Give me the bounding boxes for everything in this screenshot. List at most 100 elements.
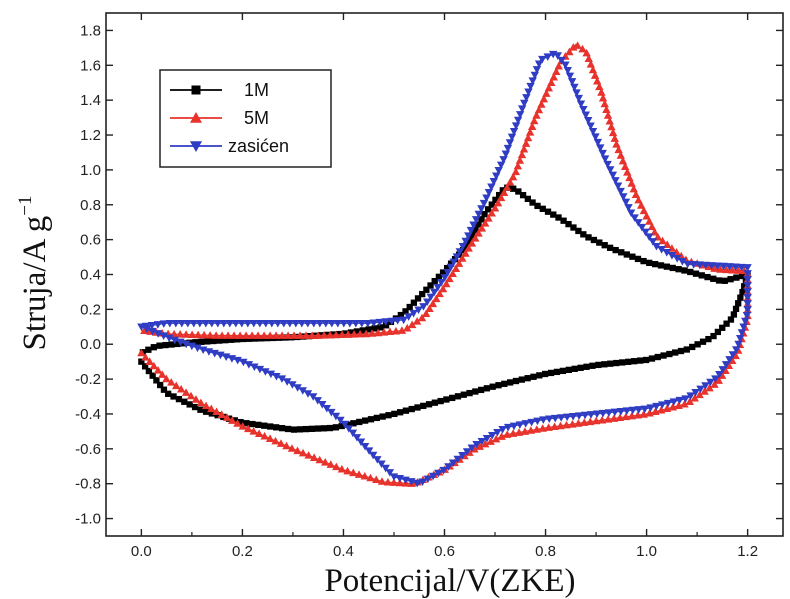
data-point (524, 195, 531, 203)
data-point (669, 264, 676, 272)
data-point (391, 326, 401, 335)
data-point (737, 263, 746, 272)
data-point (474, 229, 483, 237)
data-point (347, 329, 355, 336)
data-point (642, 211, 651, 220)
data-point (648, 355, 656, 362)
data-point (692, 270, 700, 277)
data-point (496, 161, 506, 170)
data-point (325, 330, 335, 339)
data-point (170, 336, 180, 345)
data-point (225, 319, 235, 328)
data-point (741, 283, 748, 290)
data-point (314, 425, 322, 432)
data-point (562, 420, 571, 429)
data-point (458, 254, 467, 262)
data-point (622, 407, 632, 415)
data-point (278, 425, 286, 432)
data-point (385, 412, 392, 419)
data-point (612, 246, 619, 254)
data-point (581, 111, 591, 120)
data-point (402, 407, 410, 414)
data-point (202, 408, 210, 415)
y-tick-labels: -1.0 -0.8 -0.6 -0.4 -0.2 0.0 0.2 0.4 0.6 0.8 1.0 1.… (75, 22, 101, 527)
data-point (723, 320, 730, 327)
data-point (271, 331, 281, 339)
data-point (431, 399, 438, 406)
data-point (412, 317, 422, 325)
data-point (430, 288, 439, 297)
data-point (575, 227, 582, 235)
data-point (705, 335, 712, 343)
data-point (646, 259, 653, 267)
data-point (432, 294, 441, 303)
data-point (600, 99, 609, 108)
legend-items: 1M 5M zasićen (170, 80, 289, 156)
data-point (309, 453, 319, 461)
data-point (483, 385, 491, 392)
data-point (571, 365, 578, 372)
data-point (582, 48, 591, 57)
data-point (580, 418, 589, 426)
data-point (686, 392, 695, 400)
data-point (327, 319, 337, 328)
data-point (360, 471, 369, 480)
data-point (177, 319, 187, 328)
data-point (337, 464, 347, 473)
data-point (509, 422, 519, 431)
data-point (534, 105, 544, 114)
data-point (482, 194, 491, 203)
data-point (616, 408, 626, 416)
data-point (165, 390, 172, 397)
data-point (515, 156, 525, 164)
data-point (293, 384, 302, 392)
data-point (431, 277, 438, 285)
data-point (196, 398, 206, 407)
data-point (680, 399, 689, 408)
data-point (477, 386, 485, 394)
data-point (404, 313, 413, 321)
data-point (331, 330, 341, 339)
data-point (272, 372, 281, 381)
data-point (654, 353, 661, 361)
data-point (471, 216, 481, 224)
data-point (514, 428, 524, 436)
data-point (565, 72, 575, 81)
data-point (629, 184, 638, 193)
data-point (344, 425, 354, 433)
data-point (381, 318, 390, 326)
data-point (176, 384, 186, 393)
data-point (148, 327, 157, 336)
data-point (491, 434, 501, 443)
data-point (503, 423, 513, 432)
data-point (616, 187, 625, 196)
data-point (739, 323, 748, 332)
data-point (591, 416, 601, 425)
x-tick-label: 0.0 (131, 543, 152, 560)
data-point (530, 116, 539, 125)
data-point (308, 393, 318, 401)
data-point (741, 317, 750, 326)
data-point (287, 444, 297, 452)
data-point (467, 444, 476, 453)
data-point (297, 319, 307, 328)
data-point (547, 369, 555, 377)
data-point (350, 420, 357, 427)
data-point (337, 330, 347, 339)
data-point (734, 266, 743, 274)
data-point (343, 330, 353, 338)
data-point (570, 224, 577, 231)
data-point (493, 429, 502, 437)
data-point (580, 411, 590, 420)
data-point (360, 442, 370, 451)
data-point (596, 144, 605, 152)
data-point (545, 415, 554, 424)
data-point (743, 294, 752, 302)
y-tick-label: 0.8 (80, 197, 101, 214)
data-point (283, 331, 293, 339)
data-point (244, 361, 254, 369)
x-tick-label: 0.4 (333, 543, 354, 560)
data-point (739, 288, 746, 296)
data-point (637, 223, 647, 232)
data-point (556, 421, 565, 430)
